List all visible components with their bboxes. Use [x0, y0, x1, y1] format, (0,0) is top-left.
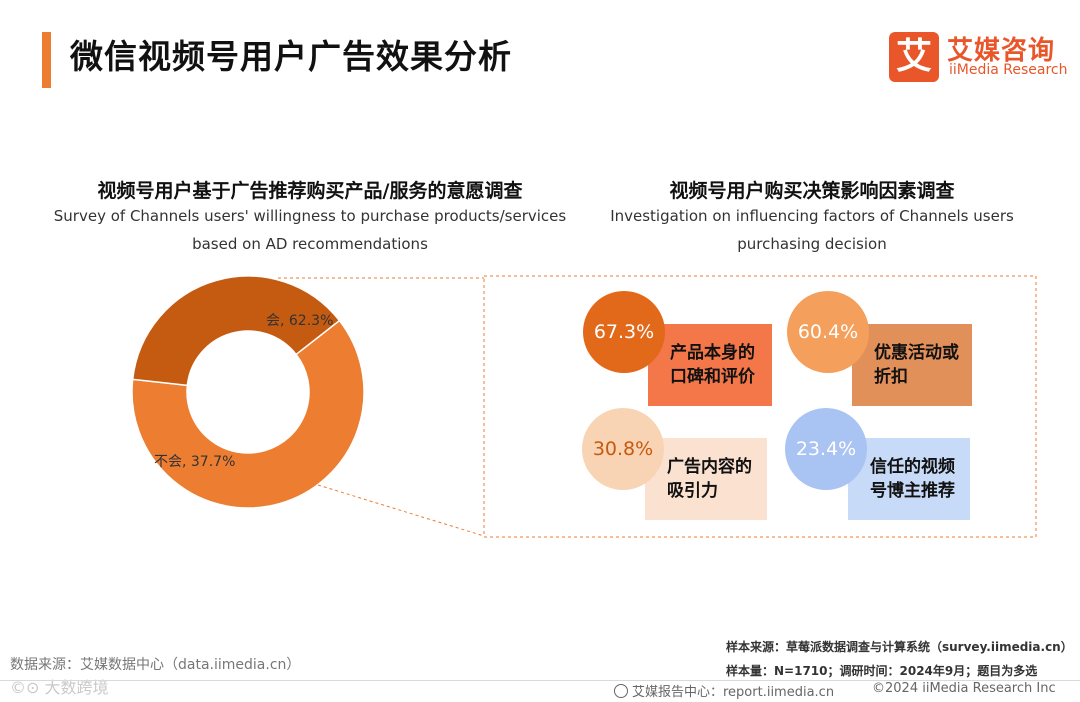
factor-box-blogger: 信任的视频 号博主推荐 — [848, 438, 970, 520]
right-subtitle-line1: Investigation on influencing factors of … — [610, 207, 1014, 225]
donut-label-buhui: 不会, 37.7% — [154, 454, 235, 470]
factor-label-ad-appeal: 广告内容的 吸引力 — [667, 457, 752, 501]
right-chart-title: 视频号用户购买决策影响因素调查 — [669, 180, 955, 202]
donut-slice-buhui — [131, 275, 341, 387]
donut-label-hui: 会, 62.3% — [266, 313, 333, 329]
factor-box-discount: 优惠活动或 折扣 — [852, 324, 972, 406]
globe-icon — [614, 684, 628, 698]
title-accent-bar — [42, 32, 51, 88]
donut-slice-hui — [131, 319, 365, 509]
left-chart-subtitle: Survey of Channels users' willingness to… — [20, 202, 600, 258]
factor-box-reputation: 产品本身的 口碑和评价 — [648, 324, 772, 406]
factor-label-blogger: 信任的视频 号博主推荐 — [870, 457, 955, 501]
right-chart-subtitle: Investigation on influencing factors of … — [582, 202, 1042, 258]
footer-divider — [0, 680, 1080, 681]
right-subtitle-line2: purchasing decision — [737, 235, 887, 253]
logo-en-text: iiMedia Research — [949, 62, 1068, 78]
logo-mark-icon: 艾 — [889, 32, 939, 82]
factor-value-blogger: 23.4% — [785, 408, 867, 490]
factor-label-reputation: 产品本身的 口碑和评价 — [670, 343, 755, 387]
page-title: 微信视频号用户广告效果分析 — [70, 37, 512, 76]
report-center-text: 艾媒报告中心：report.iimedia.cn — [632, 685, 835, 700]
left-chart-title: 视频号用户基于广告推荐购买产品/服务的意愿调查 — [97, 180, 523, 202]
left-subtitle-line1: Survey of Channels users' willingness to… — [53, 207, 567, 225]
factor-value-ad-appeal: 30.8% — [582, 408, 664, 490]
copyright: ©2024 iiMedia Research Inc — [872, 681, 1056, 696]
left-subtitle-line2: based on AD recommendations — [192, 235, 428, 253]
factor-label-discount: 优惠活动或 折扣 — [874, 343, 959, 387]
watermark: ©⊙ 大数跨境 — [10, 678, 109, 697]
connector-bottom-line — [317, 484, 485, 537]
factor-value-discount: 60.4% — [787, 291, 869, 373]
factor-value-reputation: 67.3% — [583, 291, 665, 373]
sample-info: 样本量：N=1710；调研时间：2024年9月；题目为多选 — [726, 664, 1038, 678]
factors-frame — [483, 275, 1037, 538]
factor-box-ad-appeal: 广告内容的 吸引力 — [645, 438, 767, 520]
logo-cn-text: 艾媒咨询 — [947, 36, 1056, 66]
data-source: 数据来源：艾媒数据中心（data.iimedia.cn） — [10, 657, 301, 673]
sample-source: 样本来源：草莓派数据调查与计算系统（survey.iimedia.cn） — [726, 640, 1073, 654]
iimedia-logo: 艾 艾媒咨询 iiMedia Research — [889, 32, 1068, 82]
report-center: 艾媒报告中心：report.iimedia.cn — [614, 681, 834, 700]
